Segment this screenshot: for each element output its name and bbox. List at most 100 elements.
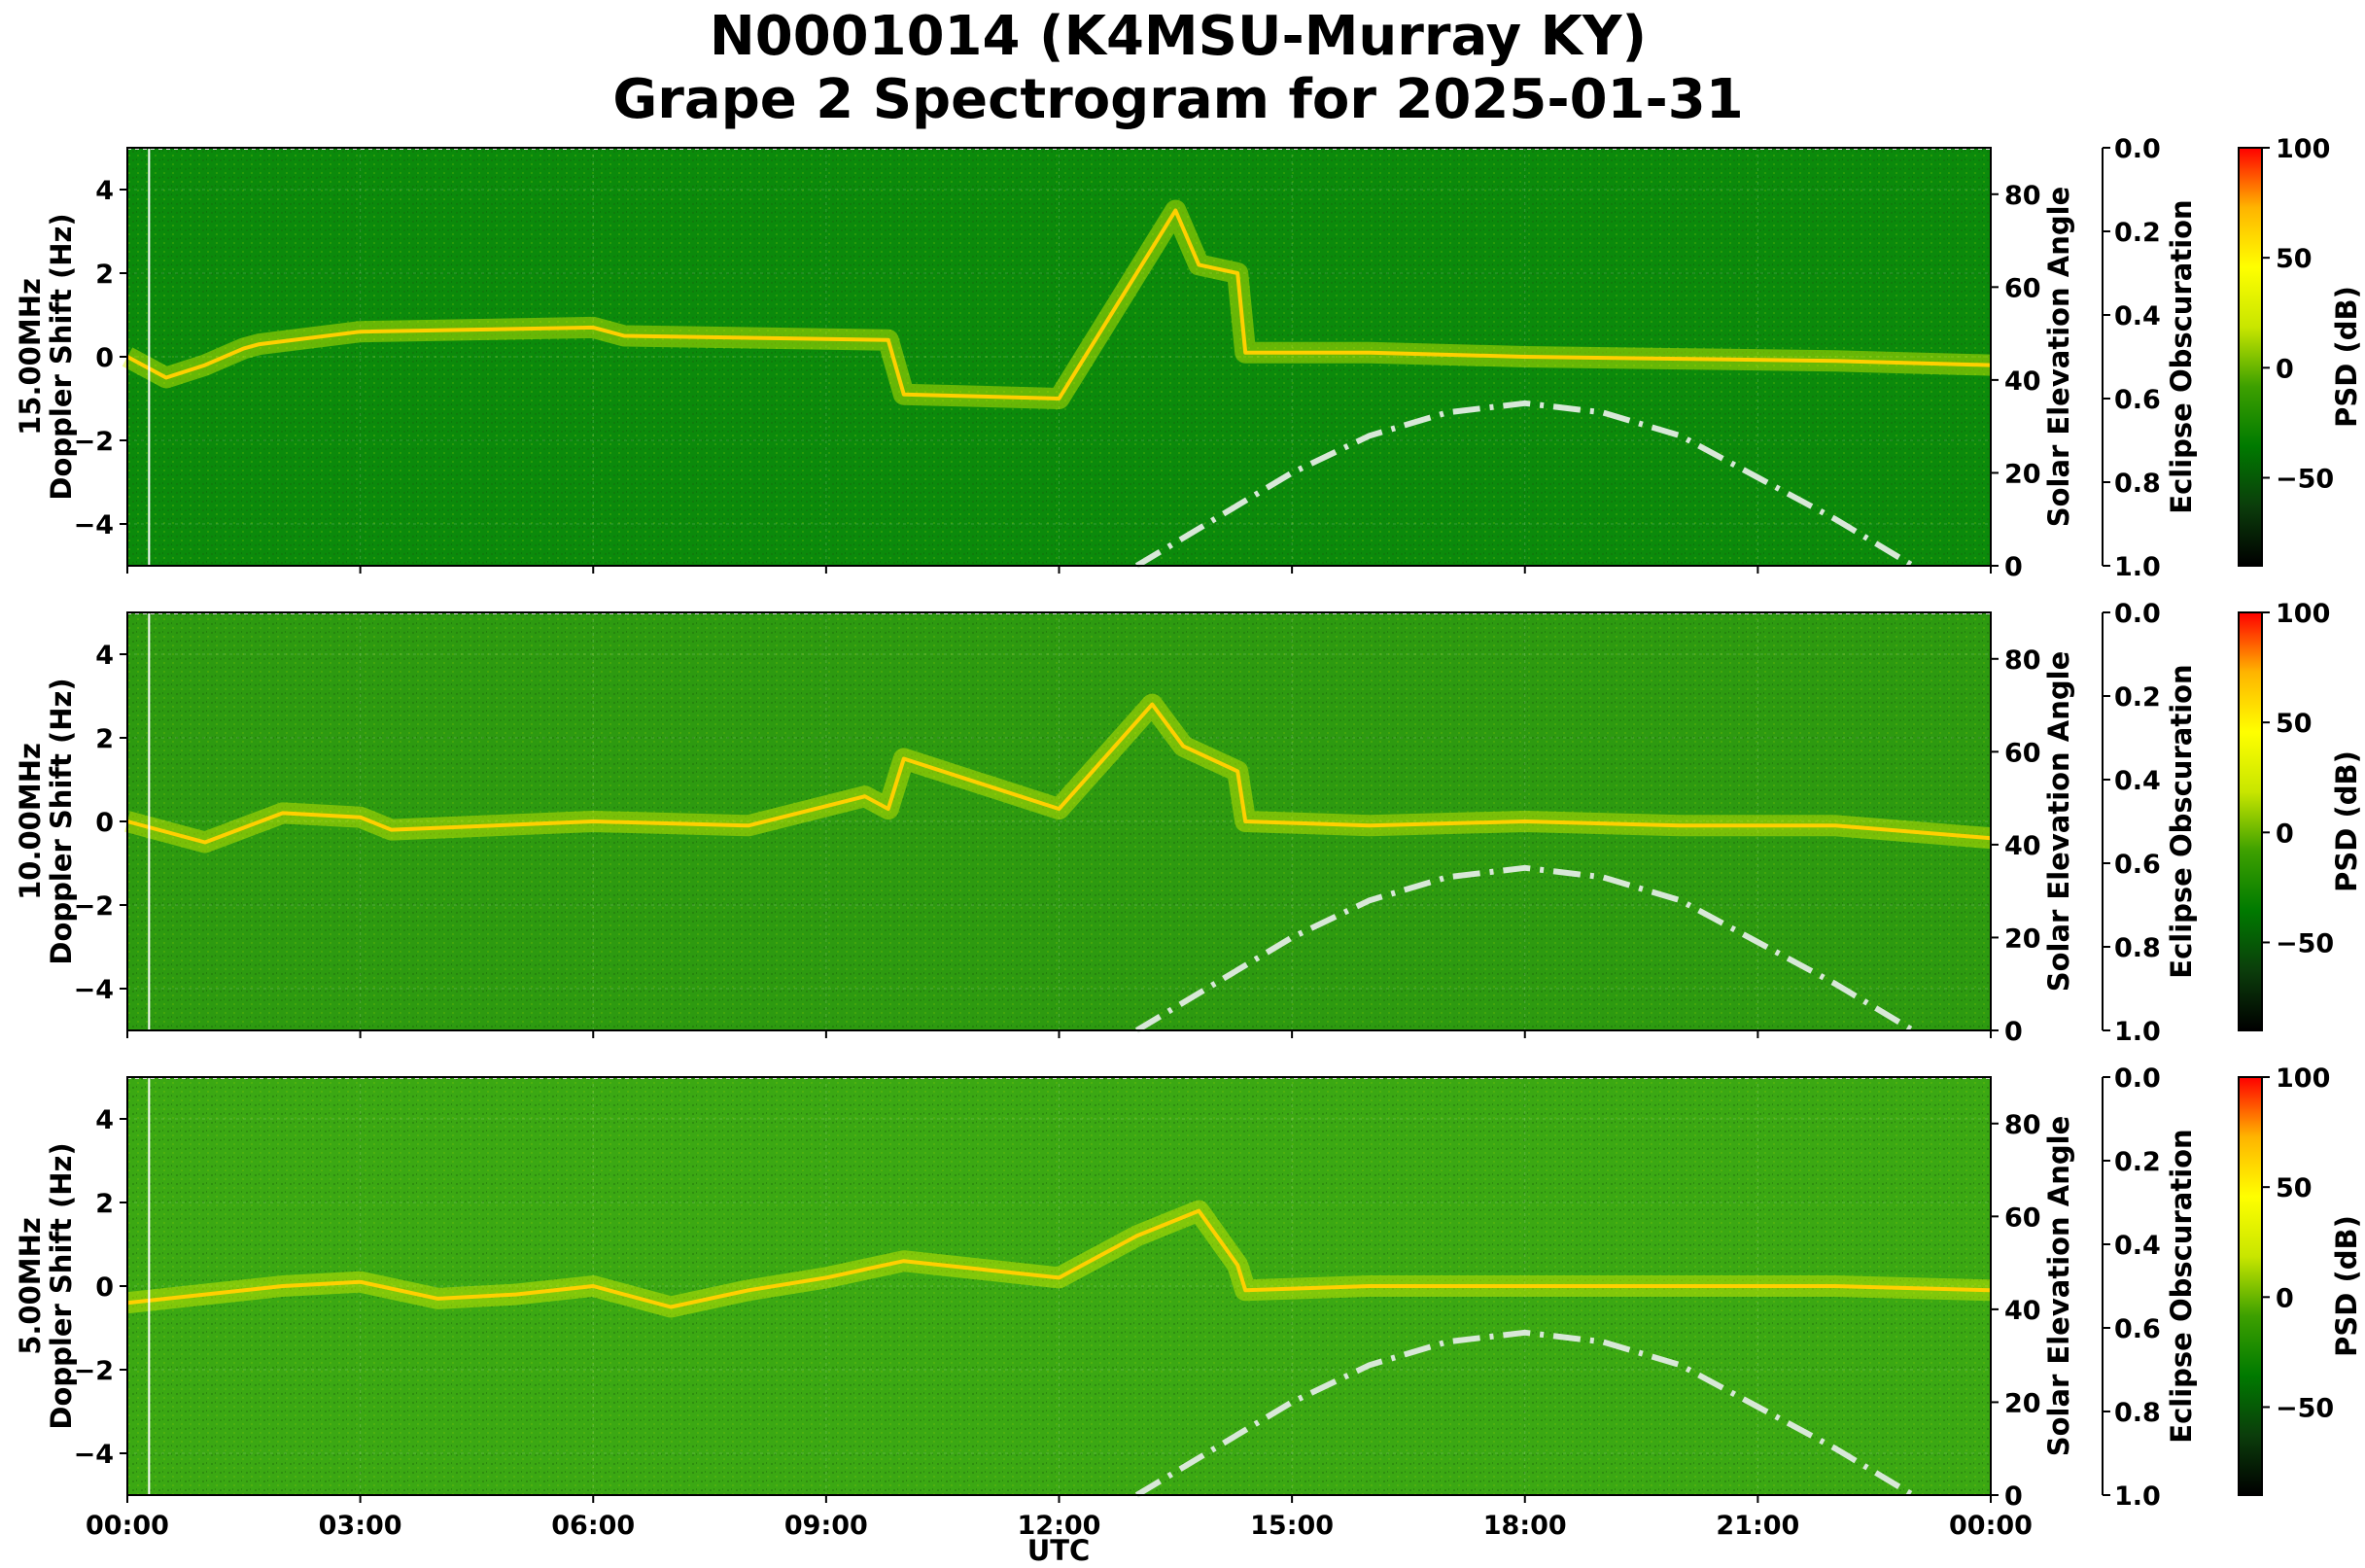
solar-elevation-curve	[1134, 1329, 1915, 1498]
solar-tick-label: 20	[2004, 459, 2041, 489]
eclipse-tick-label: 0.6	[2114, 1314, 2161, 1344]
x-tick-label: 12:00	[1018, 1511, 1101, 1541]
solar-tick-label: 40	[2004, 1296, 2041, 1326]
x-axis-label: UTC	[1027, 1534, 1091, 1567]
eclipse-axis-label: Eclipse Obscuration	[2165, 199, 2198, 513]
eclipse-tick-label: 0.4	[2114, 301, 2161, 331]
eclipse-axis-label: Eclipse Obscuration	[2165, 1129, 2198, 1443]
panel-y-axis-label: Doppler Shift (Hz)	[45, 1142, 78, 1429]
eclipse-tick-label: 0.4	[2114, 766, 2161, 796]
y-tick-label: 0	[95, 808, 114, 838]
y-tick-label: 2	[95, 260, 114, 290]
panel-frequency-label: 15.00MHz	[14, 278, 47, 436]
colorbar-tick-label: −50	[2276, 1393, 2334, 1423]
doppler-trace	[126, 208, 1992, 401]
panel-frequency-label: 10.00MHz	[14, 743, 47, 900]
x-tick-label: 00:00	[1949, 1511, 2033, 1541]
solar-tick-label: 20	[2004, 1388, 2041, 1418]
colorbar-tick-label: 50	[2276, 709, 2313, 739]
eclipse-tick-label: 0.2	[2114, 682, 2161, 713]
x-tick-label: 15:00	[1250, 1511, 1334, 1541]
solar-elevation-curve	[1134, 864, 1915, 1033]
y-tick-label: −4	[74, 1440, 114, 1470]
spectrogram-noise	[127, 148, 1991, 566]
doppler-trace	[126, 1208, 1992, 1309]
y-tick-label: 0	[95, 1272, 114, 1303]
y-tick-label: 2	[95, 724, 114, 754]
y-tick-label: −2	[74, 1356, 114, 1386]
eclipse-tick-label: 1.0	[2114, 552, 2161, 582]
colorbar-tick-label: −50	[2276, 464, 2334, 494]
solar-tick-label: 40	[2004, 366, 2041, 397]
x-tick-label: 00:00	[86, 1511, 169, 1541]
eclipse-tick-label: 0.8	[2114, 933, 2161, 963]
solar-tick-label: 20	[2004, 923, 2041, 954]
x-tick-label: 21:00	[1716, 1511, 1799, 1541]
solar-elevation-axis-label: Solar Elevation Angle	[2042, 187, 2075, 528]
colorbar-tick-label: −50	[2276, 928, 2334, 958]
eclipse-tick-label: 0.8	[2114, 1398, 2161, 1428]
eclipse-tick-label: 0.4	[2114, 1231, 2161, 1261]
x-tick-label: 06:00	[551, 1511, 635, 1541]
colorbar-tick-label: 50	[2276, 244, 2313, 274]
figure-title-line-1: N0001014 (K4MSU-Murray KY)	[710, 5, 1647, 68]
colorbar-tick-label: 100	[2276, 134, 2330, 164]
eclipse-axis-label: Eclipse Obscuration	[2165, 664, 2198, 978]
y-tick-label: −4	[74, 510, 114, 540]
solar-tick-label: 60	[2004, 273, 2041, 303]
colorbar-label: PSD (dB)	[2330, 1215, 2363, 1357]
solar-tick-label: 40	[2004, 831, 2041, 861]
panel-frequency-label: 5.00MHz	[14, 1217, 47, 1355]
eclipse-tick-label: 1.0	[2114, 1017, 2161, 1047]
eclipse-tick-label: 0.6	[2114, 385, 2161, 415]
colorbar-tick-label: 0	[2276, 819, 2294, 849]
eclipse-tick-label: 0.6	[2114, 850, 2161, 880]
solar-elevation-axis-label: Solar Elevation Angle	[2042, 1116, 2075, 1457]
colorbar	[2238, 147, 2263, 567]
colorbar	[2238, 611, 2263, 1031]
solar-tick-label: 60	[2004, 1202, 2041, 1233]
y-tick-label: −4	[74, 975, 114, 1005]
panel-y-axis-label: Doppler Shift (Hz)	[45, 678, 78, 964]
eclipse-tick-label: 0.2	[2114, 1147, 2161, 1177]
solar-tick-label: 80	[2004, 181, 2041, 211]
y-tick-label: 4	[95, 176, 114, 206]
y-tick-label: 2	[95, 1189, 114, 1219]
solar-tick-label: 80	[2004, 645, 2041, 676]
solar-tick-label: 60	[2004, 738, 2041, 768]
colorbar-tick-label: 0	[2276, 1283, 2294, 1313]
y-tick-label: 4	[95, 641, 114, 671]
x-tick-label: 18:00	[1483, 1511, 1567, 1541]
figure-title-line-2: Grape 2 Spectrogram for 2025-01-31	[612, 68, 1743, 131]
solar-tick-label: 80	[2004, 1110, 2041, 1140]
colorbar-tick-label: 50	[2276, 1173, 2313, 1203]
spectrogram-noise	[127, 612, 1991, 1030]
colorbar	[2238, 1076, 2263, 1496]
colorbar-tick-label: 100	[2276, 1063, 2330, 1094]
solar-tick-label: 0	[2004, 552, 2023, 582]
colorbar-label: PSD (dB)	[2330, 750, 2363, 892]
solar-elevation-curve	[1134, 400, 1915, 569]
eclipse-tick-label: 0.8	[2114, 469, 2161, 499]
eclipse-tick-label: 0.2	[2114, 218, 2161, 248]
eclipse-tick-label: 1.0	[2114, 1481, 2161, 1512]
x-tick-label: 09:00	[784, 1511, 868, 1541]
eclipse-tick-label: 0.0	[2114, 134, 2161, 164]
colorbar-tick-label: 100	[2276, 599, 2330, 629]
doppler-trace	[126, 702, 1992, 845]
panel-y-axis-label: Doppler Shift (Hz)	[45, 213, 78, 500]
y-tick-label: 4	[95, 1105, 114, 1135]
x-tick-label: 03:00	[319, 1511, 402, 1541]
y-tick-label: −2	[74, 891, 114, 922]
y-tick-label: 0	[95, 343, 114, 373]
y-tick-label: −2	[74, 427, 114, 457]
colorbar-label: PSD (dB)	[2330, 286, 2363, 428]
solar-tick-label: 0	[2004, 1481, 2023, 1512]
eclipse-tick-label: 0.0	[2114, 1063, 2161, 1094]
solar-tick-label: 0	[2004, 1017, 2023, 1047]
